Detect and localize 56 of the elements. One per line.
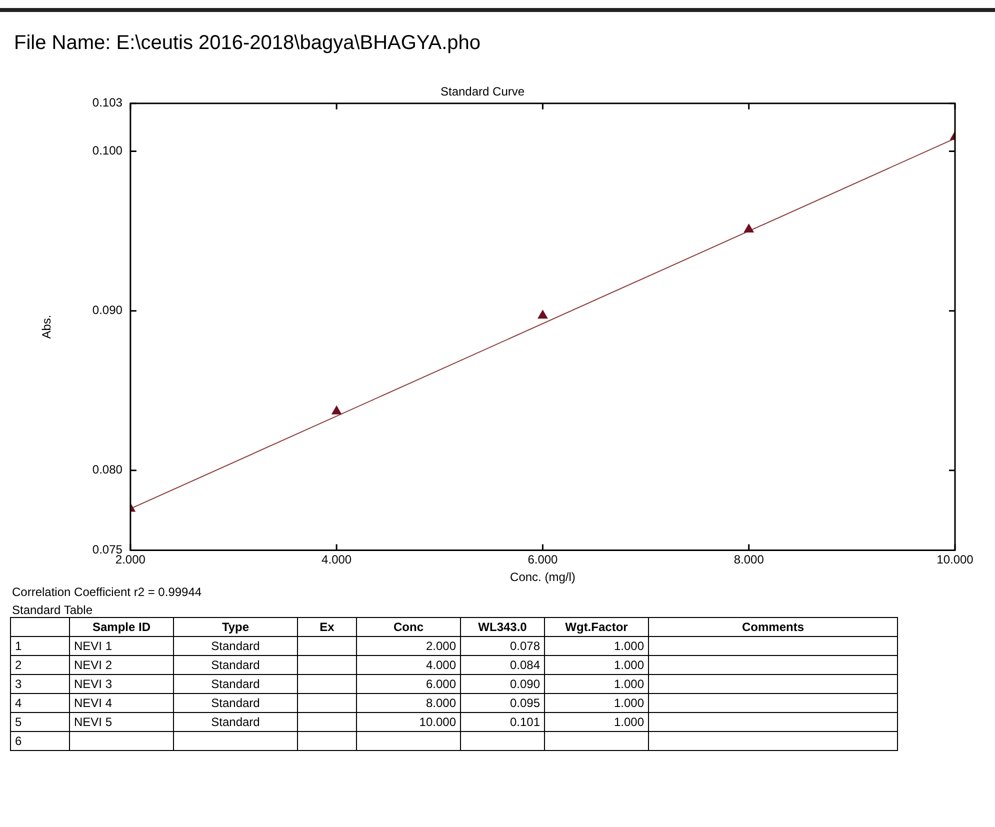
text: 1.000 [544,674,648,694]
text: Type [174,618,298,636]
text: 0.090 [460,674,544,694]
text: 0.101 [460,712,544,732]
text: NEVI 1 [70,636,174,656]
x-tick-label: 4.000 [322,552,352,567]
x-tick-label: 10.000 [936,552,974,567]
x-axis-title: Conc. (mg/l) [510,570,576,584]
text: Conc [356,618,460,636]
text: Standard Table [12,603,94,617]
chart-subtitle: File Name: E:\ceutis 2016-2018\bagya\BHAGYA.pho [14,32,482,55]
y-tick-label: 0.090 [92,303,123,318]
text: 5 [10,712,70,732]
text: 1.000 [544,694,648,712]
text: 0.078 [460,636,544,656]
text: Standard [174,656,298,674]
text: NEVI 4 [70,694,174,712]
y-tick-label: 0.103 [92,96,123,110]
text: 6.000 [356,674,460,694]
point [332,406,342,414]
text: 3 [10,674,70,694]
text: 4.000 [356,656,460,674]
text: 0.095 [460,694,544,712]
y-tick-label: 0.080 [92,462,123,477]
y-axis-title: Abs. [40,314,54,339]
text: 1 [10,636,70,656]
text: NEVI 5 [70,712,174,732]
text: WL343.0 [460,618,544,636]
point [538,310,548,319]
text: Standard [174,694,298,712]
y-tick-label: 0.100 [92,144,123,158]
text: Standard [174,636,298,656]
x-tick-label: 6.000 [528,552,558,567]
text: 0.084 [460,656,544,674]
point [744,224,754,232]
text: Correlation Coefficient r2 = 0.99944 [12,585,203,599]
text: Standard [174,674,298,694]
text: 6 [10,732,70,750]
text: Comments [648,618,898,636]
x-tick-label: 8.000 [734,552,764,567]
text: 1.000 [544,656,648,674]
text: 2.000 [356,636,460,656]
x-tick-label: 2.000 [115,552,146,567]
text: NEVI 2 [70,656,174,674]
text: Wgt.Factor [544,618,648,636]
text: 4 [10,694,70,712]
chart-title: Standard Curve [440,84,525,99]
text: Sample ID [70,618,174,636]
text: NEVI 3 [70,674,174,694]
text: Ex [298,618,356,636]
text: 10.000 [356,712,460,732]
text: 1.000 [544,712,648,732]
text: 8.000 [356,694,460,712]
text: 2 [10,656,70,674]
text: Standard [174,712,298,732]
text: 1.000 [544,636,648,656]
